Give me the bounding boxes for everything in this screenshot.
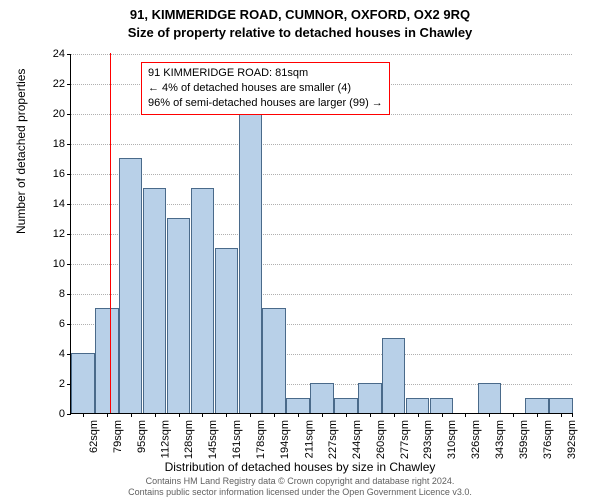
xtick-label: 227sqm	[325, 420, 339, 459]
xtick-label: 392sqm	[564, 420, 578, 459]
y-axis-title: Number of detached properties	[14, 69, 28, 234]
histogram-bar	[406, 398, 429, 413]
xtick-mark	[274, 413, 275, 417]
ytick-label: 16	[53, 168, 71, 180]
xtick-label: 178sqm	[253, 420, 267, 459]
gridline	[71, 54, 572, 55]
histogram-bar	[143, 188, 166, 413]
histogram-bar	[262, 308, 285, 413]
histogram-bar	[478, 383, 501, 413]
xtick-label: 95sqm	[134, 420, 148, 453]
histogram-bar	[310, 383, 333, 413]
xtick-label: 359sqm	[516, 420, 530, 459]
footer-line1: Contains HM Land Registry data © Crown c…	[0, 476, 600, 487]
xtick-mark	[418, 413, 419, 417]
x-axis-title: Distribution of detached houses by size …	[0, 460, 600, 474]
histogram-bar	[549, 398, 572, 413]
xtick-mark	[346, 413, 347, 417]
histogram-bar	[95, 308, 118, 413]
histogram-bar	[286, 398, 309, 413]
ytick-label: 20	[53, 108, 71, 120]
chart-plot: 02468101214161820222462sqm79sqm95sqm112s…	[70, 54, 572, 414]
xtick-label: 326sqm	[468, 420, 482, 459]
gridline	[71, 144, 572, 145]
ytick-label: 2	[59, 378, 71, 390]
xtick-mark	[465, 413, 466, 417]
gridline	[71, 174, 572, 175]
xtick-label: 62sqm	[86, 420, 100, 453]
histogram-bar	[71, 353, 94, 413]
histogram-bar	[358, 383, 381, 413]
xtick-label: 310sqm	[445, 420, 459, 459]
xtick-mark	[226, 413, 227, 417]
xtick-mark	[83, 413, 84, 417]
xtick-label: 128sqm	[182, 420, 196, 459]
xtick-mark	[298, 413, 299, 417]
histogram-bar	[525, 398, 548, 413]
xtick-mark	[489, 413, 490, 417]
xtick-label: 79sqm	[110, 420, 124, 453]
ytick-label: 0	[59, 408, 71, 420]
xtick-mark	[202, 413, 203, 417]
histogram-bar	[430, 398, 453, 413]
xtick-label: 293sqm	[421, 420, 435, 459]
xtick-label: 112sqm	[158, 420, 172, 458]
ytick-label: 6	[59, 318, 71, 330]
xtick-mark	[322, 413, 323, 417]
histogram-bar	[215, 248, 238, 413]
ytick-label: 8	[59, 288, 71, 300]
xtick-mark	[513, 413, 514, 417]
xtick-label: 244sqm	[349, 420, 363, 459]
xtick-label: 277sqm	[397, 420, 411, 459]
ytick-label: 12	[53, 228, 71, 240]
xtick-label: 145sqm	[205, 420, 219, 459]
chart-title-block: 91, KIMMERIDGE ROAD, CUMNOR, OXFORD, OX2…	[0, 0, 600, 41]
ytick-label: 18	[53, 138, 71, 150]
xtick-label: 161sqm	[229, 420, 243, 459]
ytick-label: 24	[53, 48, 71, 60]
xtick-mark	[179, 413, 180, 417]
xtick-label: 194sqm	[277, 420, 291, 459]
annotation-line: 91 KIMMERIDGE ROAD: 81sqm	[148, 66, 383, 81]
xtick-mark	[442, 413, 443, 417]
ytick-label: 14	[53, 198, 71, 210]
xtick-mark	[370, 413, 371, 417]
xtick-label: 376sqm	[540, 420, 554, 459]
chart-title-line1: 91, KIMMERIDGE ROAD, CUMNOR, OXFORD, OX2…	[0, 6, 600, 24]
histogram-bar	[191, 188, 214, 413]
xtick-mark	[572, 413, 573, 417]
ytick-label: 10	[53, 258, 71, 270]
annotation-line: ← 4% of detached houses are smaller (4)	[148, 81, 383, 96]
ytick-label: 22	[53, 78, 71, 90]
reference-line	[110, 53, 111, 413]
histogram-bar	[119, 158, 142, 413]
chart-title-line2: Size of property relative to detached ho…	[0, 24, 600, 42]
xtick-mark	[537, 413, 538, 417]
xtick-label: 343sqm	[492, 420, 506, 459]
histogram-bar	[167, 218, 190, 413]
xtick-mark	[131, 413, 132, 417]
xtick-mark	[250, 413, 251, 417]
histogram-bar	[382, 338, 405, 413]
chart-plot-area: 02468101214161820222462sqm79sqm95sqm112s…	[70, 54, 572, 414]
page-root: 91, KIMMERIDGE ROAD, CUMNOR, OXFORD, OX2…	[0, 0, 600, 500]
histogram-bar	[334, 398, 357, 413]
ytick-label: 4	[59, 348, 71, 360]
footer-attribution: Contains HM Land Registry data © Crown c…	[0, 476, 600, 498]
histogram-bar	[239, 113, 262, 413]
xtick-label: 260sqm	[373, 420, 387, 459]
annotation-box: 91 KIMMERIDGE ROAD: 81sqm← 4% of detache…	[141, 62, 390, 115]
xtick-mark	[394, 413, 395, 417]
xtick-mark	[107, 413, 108, 417]
xtick-mark	[155, 413, 156, 417]
xtick-mark	[561, 413, 562, 417]
xtick-label: 211sqm	[301, 420, 315, 458]
annotation-line: 96% of semi-detached houses are larger (…	[148, 96, 383, 111]
footer-line2: Contains public sector information licen…	[0, 487, 600, 498]
